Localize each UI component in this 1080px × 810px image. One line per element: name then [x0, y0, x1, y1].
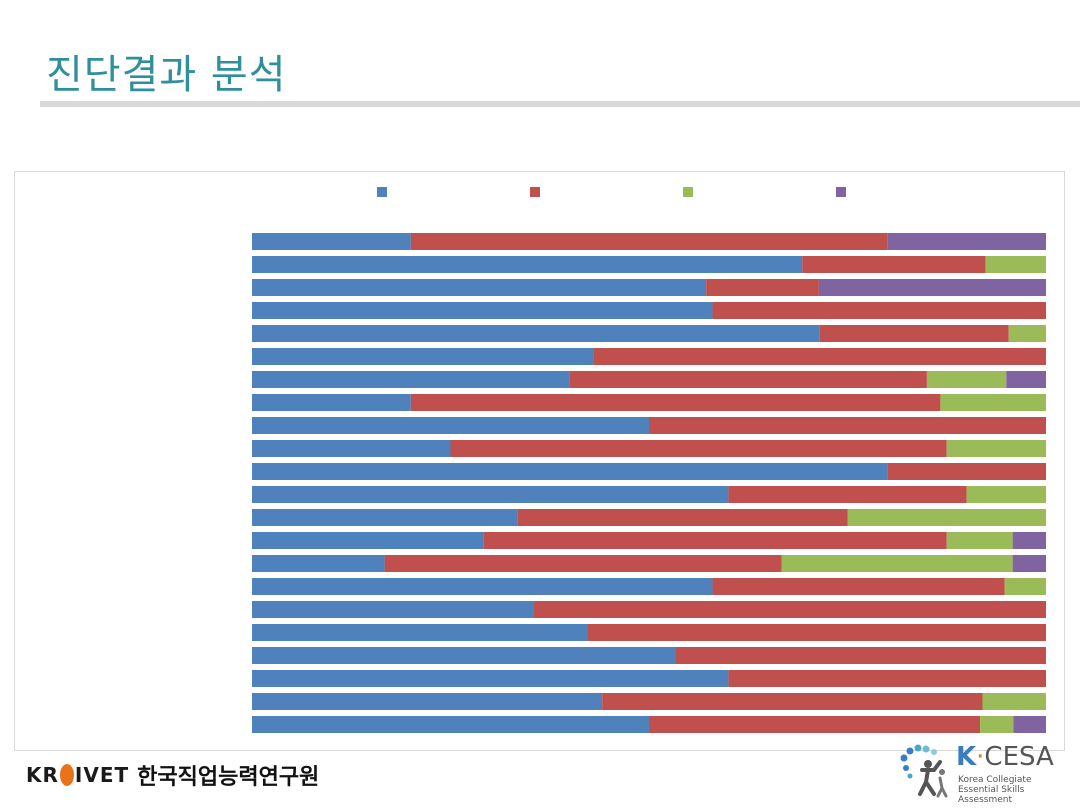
bar-row-21-series-1: [252, 693, 603, 710]
bar-row-9-series-1: [252, 417, 649, 434]
kcesa-sub-line2: Essential Skills Assessment: [958, 785, 1025, 805]
kcesa-wordmark: K·CESA: [956, 742, 1054, 772]
bar-row-20-series-1: [252, 670, 729, 687]
bar-row-22-series-1: [252, 716, 649, 733]
bar-row-22-series-2: [649, 716, 981, 733]
krivet-korean-name: 한국직업능력연구원: [137, 765, 320, 790]
bar-row-20-series-2: [728, 670, 1046, 687]
bar-row-1-series-2: [410, 233, 888, 250]
bar-row-6-series-1: [252, 348, 594, 365]
bar-row-3-series-2: [706, 279, 819, 296]
bar-row-10-series-3: [946, 440, 1046, 457]
bar-row-16-series-2: [712, 578, 1005, 595]
kcesa-dot: ·: [976, 742, 985, 772]
bar-row-18-series-2: [587, 624, 1046, 641]
legend-swatch-2: [530, 187, 540, 197]
page-title: 진단결과 분석: [46, 52, 287, 98]
krivet-logo: KR IVET 한국직업능력연구원: [26, 758, 319, 792]
bar-row-21-series-2: [602, 693, 983, 710]
bar-row-15-series-4: [1012, 555, 1046, 572]
kcesa-logo: K·CESA Korea Collegiate Essential Skills…: [896, 742, 1066, 805]
bar-row-5-series-1: [252, 325, 820, 342]
bar-row-12-series-3: [966, 486, 1046, 503]
kcesa-k: K: [956, 742, 977, 772]
bar-row-5-series-2: [819, 325, 1009, 342]
bar-row-15-series-2: [384, 555, 782, 572]
bar-row-17-series-1: [252, 601, 534, 618]
bar-row-12-series-1: [252, 486, 729, 503]
bar-row-12-series-2: [728, 486, 967, 503]
bar-row-1-series-1: [252, 233, 411, 250]
bar-row-8-series-3: [940, 394, 1046, 411]
bar-row-7-series-1: [252, 371, 570, 388]
bar-row-7-series-4: [1006, 371, 1046, 388]
bar-row-7-series-3: [926, 371, 1007, 388]
bar-row-21-series-3: [982, 693, 1046, 710]
bar-row-17-series-2: [533, 601, 1046, 618]
bar-row-13-series-1: [252, 509, 518, 526]
bar-row-11-series-2: [887, 463, 1046, 480]
bar-row-22-series-3: [980, 716, 1014, 733]
legend-swatch-4: [836, 187, 846, 197]
legend-swatch-3: [683, 187, 693, 197]
bar-row-14-series-1: [252, 532, 484, 549]
bar-row-15-series-1: [252, 555, 385, 572]
krivet-orange-mark: [59, 764, 74, 786]
bar-row-16-series-3: [1004, 578, 1046, 595]
bar-row-16-series-1: [252, 578, 713, 595]
bar-row-22-series-4: [1013, 716, 1046, 733]
bar-row-2-series-1: [252, 256, 803, 273]
bar-row-3-series-4: [818, 279, 1046, 296]
bar-row-10-series-2: [450, 440, 947, 457]
bar-row-3-series-1: [252, 279, 707, 296]
bar-row-9-series-2: [649, 417, 1046, 434]
kcesa-rest: CESA: [984, 742, 1054, 772]
bar-row-2-series-3: [985, 256, 1046, 273]
bar-row-8-series-2: [410, 394, 941, 411]
bar-row-11-series-1: [252, 463, 888, 480]
bar-row-8-series-1: [252, 394, 411, 411]
bar-row-18-series-1: [252, 624, 588, 641]
bar-row-13-series-2: [517, 509, 848, 526]
bar-row-4-series-2: [712, 302, 1046, 319]
bar-row-4-series-1: [252, 302, 713, 319]
kcesa-sub-line1: Korea Collegiate: [958, 775, 1032, 785]
bar-row-14-series-4: [1012, 532, 1046, 549]
kcesa-subtitle: Korea Collegiate Essential Skills Assess…: [958, 775, 1066, 805]
chart-frame: [14, 171, 1065, 751]
bar-row-14-series-3: [946, 532, 1013, 549]
bar-row-6-series-2: [593, 348, 1046, 365]
title-divider: [40, 101, 1080, 107]
bar-row-13-series-3: [847, 509, 1046, 526]
bar-row-15-series-3: [781, 555, 1013, 572]
bar-row-7-series-2: [569, 371, 927, 388]
krivet-latin-a: KR: [26, 763, 59, 787]
bar-row-19-series-1: [252, 647, 676, 664]
legend-swatch-1: [377, 187, 387, 197]
bar-row-10-series-1: [252, 440, 451, 457]
bar-row-5-series-3: [1008, 325, 1046, 342]
kcesa-emblem-icon: [900, 744, 948, 798]
bar-row-14-series-2: [483, 532, 947, 549]
bar-row-1-series-4: [887, 233, 1046, 250]
krivet-latin-b: IVET: [74, 763, 130, 787]
stacked-bar-chart: [252, 187, 1046, 733]
bar-row-2-series-2: [802, 256, 986, 273]
bar-row-19-series-2: [676, 647, 1046, 664]
